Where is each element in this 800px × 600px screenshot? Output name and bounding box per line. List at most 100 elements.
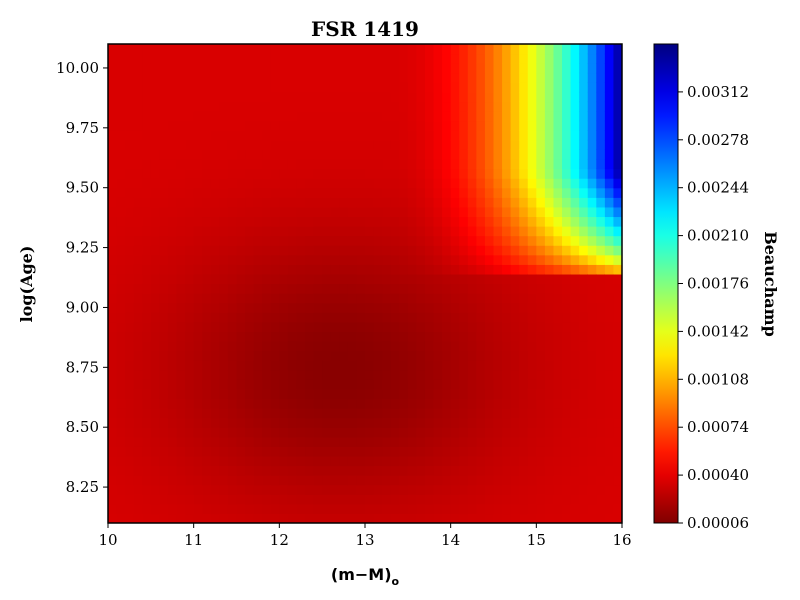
heatmap-cell (407, 465, 417, 476)
heatmap-cell (185, 82, 195, 93)
heatmap-cell (373, 388, 383, 400)
heatmap-cell (476, 388, 486, 400)
heatmap-cell (562, 111, 572, 122)
heatmap-cell (150, 197, 160, 208)
heatmap-cell (133, 273, 143, 285)
heatmap-cell (527, 273, 537, 285)
heatmap-cell (390, 350, 400, 361)
heatmap-cell (416, 178, 426, 189)
heatmap-cell (142, 226, 152, 237)
heatmap-cell (125, 417, 135, 428)
heatmap-cell (510, 254, 520, 265)
heatmap-cell (305, 82, 315, 93)
heatmap-cell (262, 149, 272, 160)
heatmap-cell (270, 72, 280, 83)
heatmap-cell (373, 494, 383, 505)
heatmap-cell (167, 63, 178, 74)
heatmap-cell (133, 197, 143, 208)
heatmap-cell (219, 63, 229, 74)
heatmap-cell (596, 111, 606, 122)
heatmap-cell (527, 379, 537, 390)
heatmap-cell (347, 216, 358, 227)
heatmap-cell (185, 484, 195, 495)
heatmap-cell (442, 63, 452, 74)
heatmap-cell (253, 264, 263, 275)
heatmap-cell (253, 254, 263, 265)
heatmap-cell (587, 369, 597, 380)
heatmap-cell (159, 388, 169, 400)
heatmap-cell (365, 379, 375, 390)
heatmap-cell (347, 111, 358, 122)
heatmap-cell (150, 216, 160, 227)
heatmap-cell (536, 293, 546, 304)
heatmap-cell (553, 494, 563, 505)
heatmap-cell (159, 379, 169, 390)
heatmap-cell (245, 158, 255, 170)
heatmap-cell (562, 245, 572, 256)
heatmap-cell (253, 484, 263, 495)
heatmap-cell (356, 455, 366, 467)
heatmap-cell (467, 302, 477, 313)
heatmap-cell (407, 302, 417, 313)
heatmap-cell (536, 187, 546, 198)
heatmap-cell (330, 417, 340, 428)
heatmap-cell (219, 475, 229, 486)
heatmap-cell (493, 216, 503, 227)
heatmap-cell (202, 168, 212, 179)
heatmap-cell (373, 465, 383, 476)
heatmap-cell (459, 475, 469, 486)
heatmap-cell (142, 63, 152, 74)
heatmap-cell (262, 436, 272, 447)
heatmap-cell (382, 264, 392, 275)
heatmap-cell (407, 44, 417, 55)
heatmap-cell (202, 178, 212, 189)
heatmap-cell (219, 53, 229, 64)
heatmap-cell (185, 436, 195, 447)
heatmap-cell (108, 226, 118, 237)
heatmap-cell (287, 408, 298, 419)
heatmap-cell (339, 484, 349, 495)
heatmap-cell (613, 408, 622, 419)
heatmap-cell (510, 235, 520, 246)
heatmap-cell (433, 455, 443, 467)
heatmap-cell (433, 245, 443, 256)
heatmap-cell (459, 513, 469, 523)
heatmap-cell (373, 283, 383, 294)
heatmap-cell (296, 273, 306, 285)
heatmap-cell (313, 465, 323, 476)
heatmap-cell (142, 503, 152, 515)
heatmap-cell (399, 293, 409, 304)
heatmap-cell (347, 484, 358, 495)
heatmap-cell (356, 388, 366, 400)
heatmap-cell (476, 72, 486, 83)
heatmap-cell (416, 465, 426, 476)
heatmap-cell (116, 72, 126, 83)
heatmap-cell (553, 484, 563, 495)
heatmap-cell (484, 139, 495, 150)
heatmap-cell (407, 427, 417, 438)
heatmap-cell (442, 379, 452, 390)
heatmap-cell (142, 446, 152, 457)
heatmap-cell (296, 427, 306, 438)
heatmap-cell (287, 321, 298, 332)
heatmap-cell (142, 120, 152, 131)
heatmap-cell (433, 101, 443, 112)
heatmap-cell (253, 417, 263, 428)
heatmap-cell (347, 302, 358, 313)
heatmap-cell (424, 360, 435, 371)
heatmap-cell (390, 398, 400, 409)
heatmap-cell (287, 53, 298, 64)
heatmap-cell (613, 446, 622, 457)
heatmap-cell (167, 293, 178, 304)
heatmap-cell (579, 254, 589, 265)
heatmap-cell (322, 168, 332, 179)
heatmap-cell (407, 340, 417, 352)
heatmap-cell (279, 245, 289, 256)
heatmap-cell (476, 44, 486, 55)
heatmap-cell (382, 216, 392, 227)
heatmap-cell (373, 312, 383, 323)
heatmap-cell (467, 216, 477, 227)
heatmap-cell (382, 436, 392, 447)
heatmap-cell (116, 398, 126, 409)
heatmap-cell (219, 187, 229, 198)
